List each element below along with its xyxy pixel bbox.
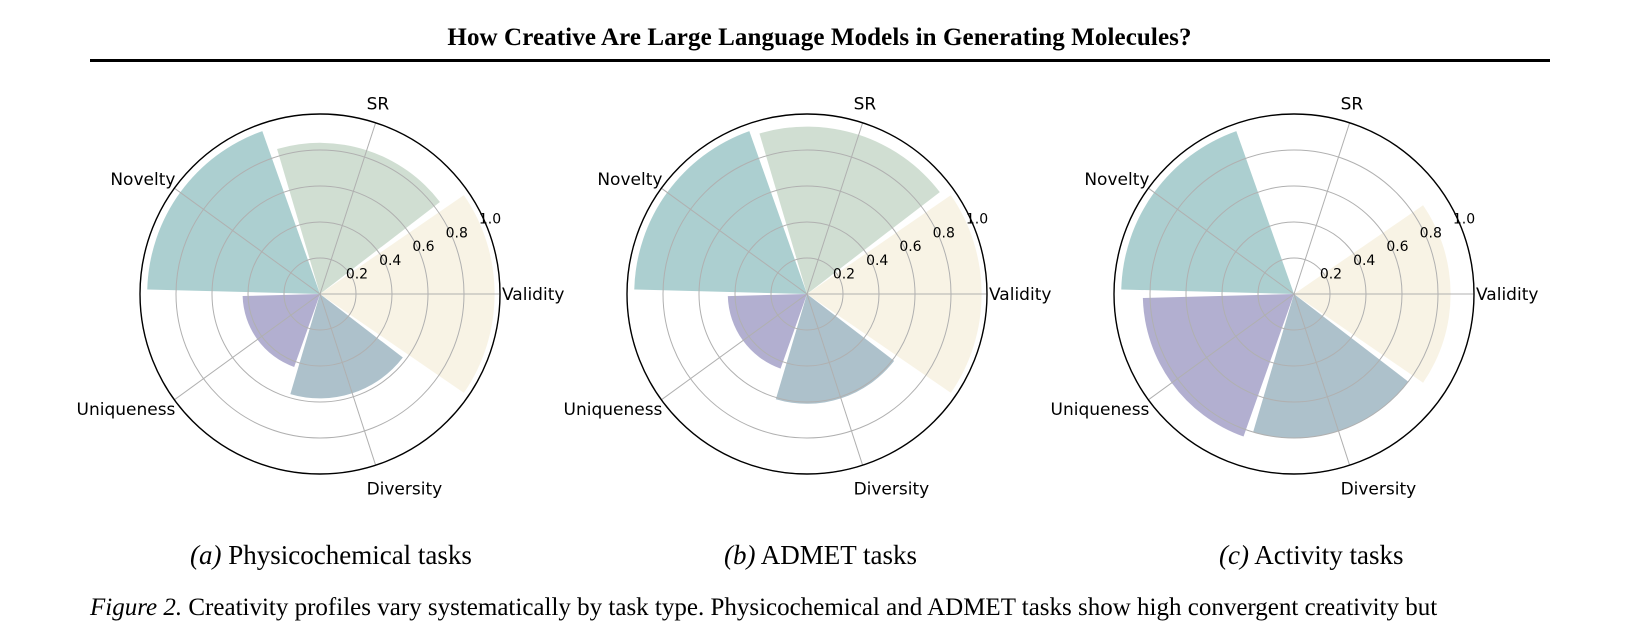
page-title: How Creative Are Large Language Models i… (447, 24, 1192, 51)
radial-tick-label: 0.4 (379, 253, 401, 269)
radial-tick-label: 0.4 (866, 253, 888, 269)
radial-tick-label: 0.8 (933, 225, 955, 241)
bar-novelty (1121, 131, 1294, 294)
bar-novelty (634, 131, 807, 294)
radial-tick-label: 0.2 (1320, 267, 1342, 283)
category-label-uniqueness: Uniqueness (564, 400, 663, 420)
radial-tick-label: 0.6 (899, 239, 921, 255)
category-label-sr: SR (1341, 95, 1364, 115)
category-label-validity: Validity (1476, 285, 1538, 305)
grid-spoke (174, 293, 321, 401)
radial-tick-label: 0.2 (833, 267, 855, 283)
bar-uniqueness (242, 294, 320, 367)
subfigure-title-a: Physicochemical tasks (228, 540, 472, 570)
category-label-uniqueness: Uniqueness (77, 400, 176, 420)
polar-chart-activity: 0.2 0.4 0.6 0.8 1.0 Validity SR Novelty Uniquene… (1044, 80, 1544, 520)
category-label-diversity: Diversity (367, 479, 443, 499)
bar-uniqueness (1142, 294, 1294, 437)
subfigure-title-c: Activity tasks (1254, 540, 1404, 570)
polar-chart-svg: 0.2 0.4 0.6 0.8 1.0 Validity SR Novelty Uniquene… (564, 95, 1052, 500)
radial-tick-label: 0.4 (1353, 253, 1375, 269)
category-label-diversity: Diversity (1341, 479, 1417, 499)
polar-chart-svg: 0.2 0.4 0.6 0.8 1.0 Validity SR Novelty Uniquene… (77, 95, 565, 500)
category-label-uniqueness: Uniqueness (1051, 400, 1150, 420)
bar-uniqueness (727, 294, 807, 369)
polar-frame (626, 113, 988, 475)
subfigure-label-c: (c) (1219, 540, 1249, 570)
polar-chart-admet: 0.2 0.4 0.6 0.8 1.0 Validity SR Novelty Uniquene… (557, 80, 1057, 520)
category-label-validity: Validity (989, 285, 1051, 305)
subfigure-caption-b: (b) ADMET tasks (724, 540, 917, 571)
grid-spoke (661, 293, 808, 401)
radial-tick-label: 1.0 (1453, 212, 1475, 228)
subfigure-caption-a: (a) Physicochemical tasks (190, 540, 472, 571)
bar-diversity (775, 294, 895, 404)
grid-spoke (174, 187, 321, 295)
category-label-validity: Validity (502, 285, 564, 305)
grid-spoke (1293, 293, 1351, 466)
polar-frame (139, 113, 501, 475)
subfigure-label-a: (a) (190, 540, 222, 570)
grid-spoke (806, 122, 864, 295)
category-label-novelty: Novelty (1084, 170, 1149, 190)
subfigure-title-b: ADMET tasks (760, 540, 918, 570)
radial-tick-label: 0.2 (346, 267, 368, 283)
radial-tick-label: 0.8 (1420, 225, 1442, 241)
grid-spoke (319, 122, 377, 295)
radial-tick-label: 1.0 (966, 212, 988, 228)
subfigure-label-b: (b) (724, 540, 756, 570)
grid-spoke (1148, 293, 1295, 401)
bar-novelty (147, 131, 320, 294)
category-label-diversity: Diversity (854, 479, 930, 499)
grid-spoke (806, 293, 864, 466)
polar-chart-svg: 0.2 0.4 0.6 0.8 1.0 Validity SR Novelty Uniquene… (1051, 95, 1539, 500)
subfigure-caption-c: (c) Activity tasks (1219, 540, 1403, 571)
figure-caption: Figure 2. Creativity profiles vary syste… (90, 594, 1437, 622)
polar-chart-physicochemical: 0.2 0.4 0.6 0.8 1.0 Validity SR Novelty Uniquene… (70, 80, 570, 520)
radial-tick-label: 0.6 (412, 239, 434, 255)
grid-spoke (1148, 187, 1295, 295)
header-rule (90, 59, 1550, 62)
category-label-novelty: Novelty (110, 170, 175, 190)
radial-tick-label: 1.0 (479, 212, 501, 228)
bar-sr (277, 142, 440, 294)
radial-tick-label: 0.6 (1386, 239, 1408, 255)
bar-sr (759, 126, 940, 294)
polar-frame (1113, 113, 1475, 475)
category-label-sr: SR (854, 95, 877, 115)
grid-spoke (319, 293, 377, 466)
bar-diversity (290, 294, 403, 399)
radial-tick-label: 0.8 (446, 225, 468, 241)
grid-spoke (1293, 122, 1351, 295)
category-label-sr: SR (367, 95, 390, 115)
grid-spoke (661, 187, 808, 295)
category-label-novelty: Novelty (597, 170, 662, 190)
